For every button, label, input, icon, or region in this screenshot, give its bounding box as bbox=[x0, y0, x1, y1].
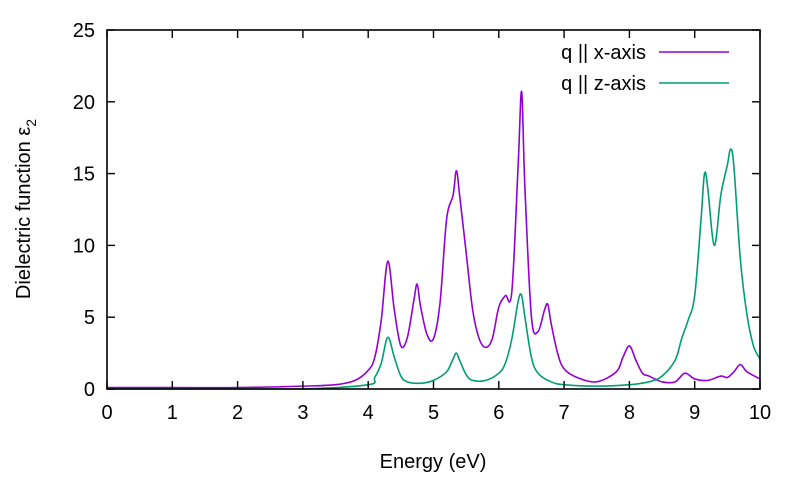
y-axis-ticks: 0 5 10 15 20 25 bbox=[73, 20, 760, 401]
x-tick-label: 1 bbox=[167, 402, 178, 424]
legend-label-1: q || x-axis bbox=[561, 42, 646, 64]
y-tick-label: 15 bbox=[73, 164, 95, 186]
x-tick-label: 8 bbox=[624, 402, 635, 424]
y-tick-label: 20 bbox=[73, 92, 95, 114]
x-axis-ticks: 0 1 2 3 4 5 6 7 8 9 10 bbox=[101, 30, 771, 424]
x-tick-label: 7 bbox=[559, 402, 570, 424]
y-tick-label: 25 bbox=[73, 20, 95, 42]
x-tick-label: 6 bbox=[493, 402, 504, 424]
plot-frame bbox=[106, 29, 761, 390]
y-axis-label: Dielectric function ε2 bbox=[13, 119, 39, 299]
x-tick-label: 3 bbox=[297, 402, 308, 424]
x-tick-label: 0 bbox=[101, 402, 112, 424]
x-tick-label: 2 bbox=[232, 402, 243, 424]
x-tick-label: 9 bbox=[689, 402, 700, 424]
series-line-1 bbox=[107, 90, 761, 389]
y-tick-label: 0 bbox=[84, 379, 95, 401]
y-tick-label: 5 bbox=[84, 307, 95, 329]
legend-label-2: q || z-axis bbox=[561, 73, 646, 95]
x-tick-label: 4 bbox=[363, 402, 374, 424]
y-tick-label: 10 bbox=[73, 235, 95, 257]
y-axis-label-main: Dielectric function ε bbox=[13, 127, 35, 299]
x-axis-label: Energy (eV) bbox=[380, 451, 487, 473]
series-line-2 bbox=[107, 148, 761, 390]
y-axis-label-subscript: 2 bbox=[23, 119, 39, 127]
x-tick-label: 10 bbox=[749, 402, 771, 424]
plot-curves bbox=[107, 90, 761, 390]
legend: q || x-axis q || z-axis bbox=[561, 42, 729, 95]
x-tick-label: 5 bbox=[428, 402, 439, 424]
